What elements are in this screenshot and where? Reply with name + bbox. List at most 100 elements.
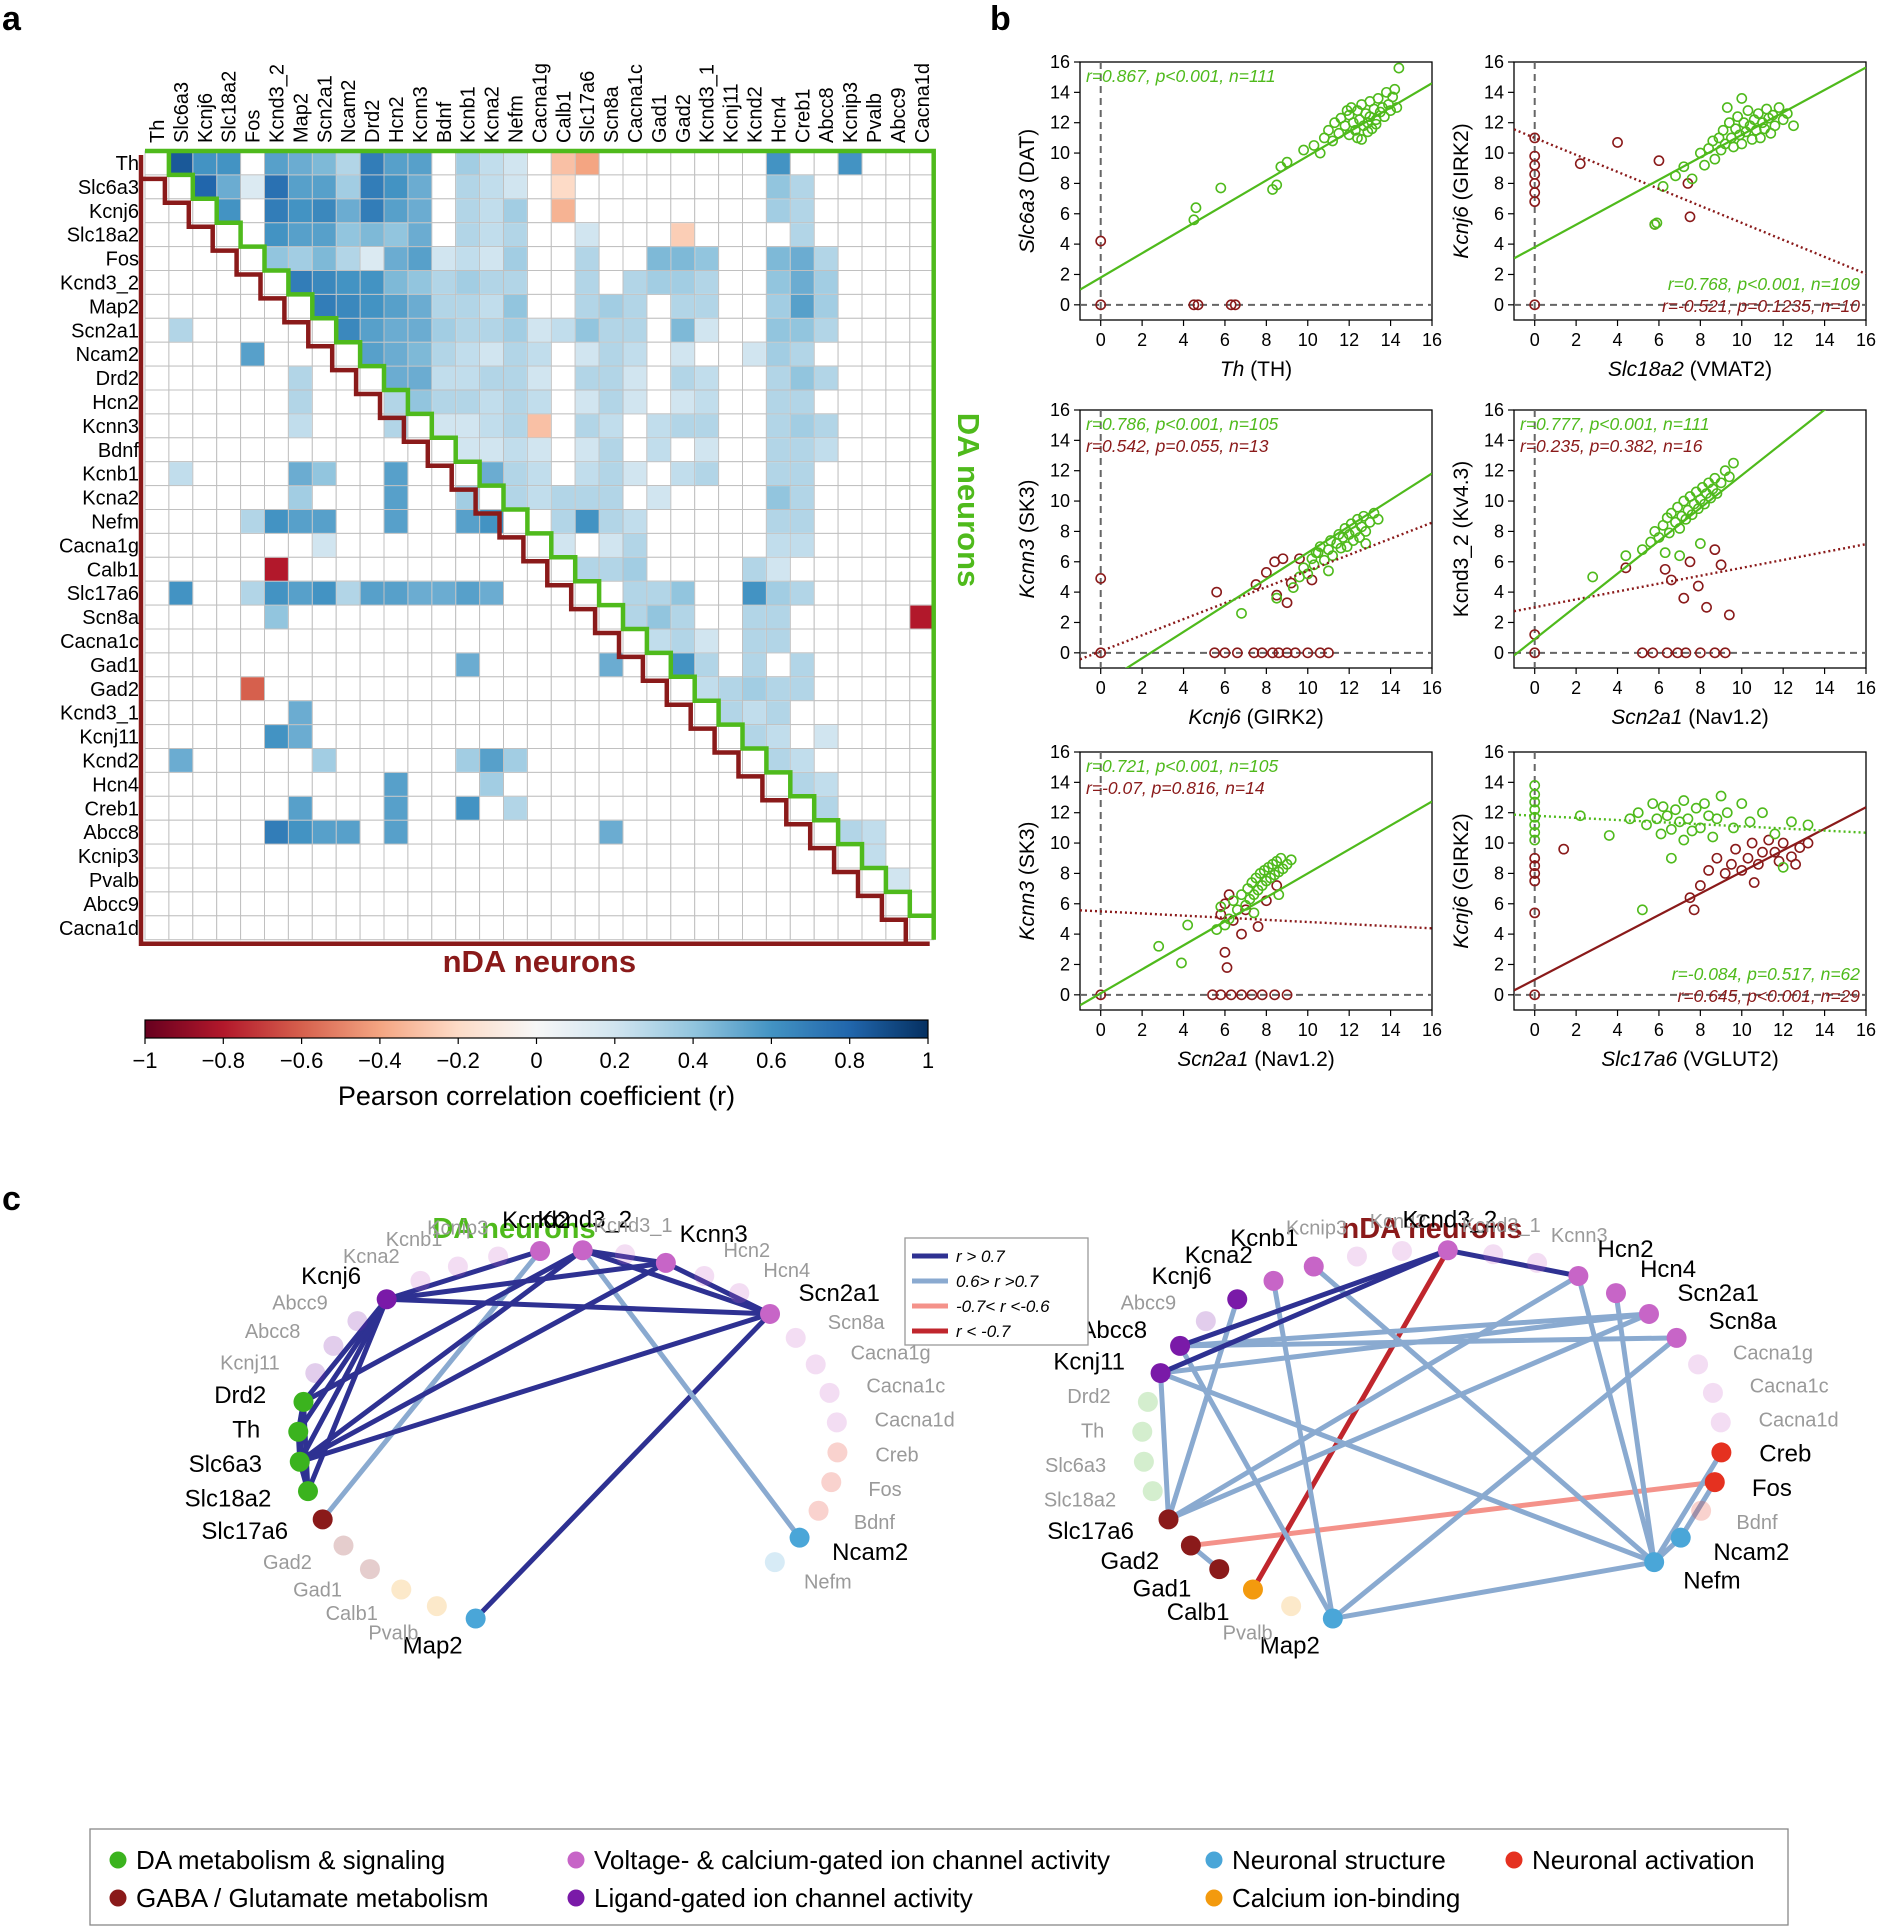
heatmap-row-label: Cacna1g: [59, 535, 139, 557]
nda-node: [1437, 1240, 1458, 1261]
heatmap-cell-da: [766, 271, 790, 294]
x-tick-label: 2: [1571, 678, 1581, 698]
x-tick-label: 12: [1773, 678, 1793, 698]
colorbar-tick-label: −0.4: [358, 1048, 401, 1073]
heatmap-cell-empty: [192, 628, 218, 654]
heatmap-cell-empty: [168, 389, 194, 415]
heatmap-cell-empty: [144, 317, 170, 343]
nda-point: [1236, 928, 1247, 940]
da-edge: [300, 1247, 586, 1405]
heatmap-cell-empty: [861, 317, 887, 343]
heatmap-cell-empty: [646, 317, 672, 343]
heatmap-cell-empty: [359, 556, 385, 582]
heatmap-cell-empty: [526, 843, 552, 869]
heatmap-cell-empty: [455, 724, 481, 749]
da-node-label: Pvalb: [368, 1622, 418, 1644]
heatmap-cell-empty: [574, 198, 600, 224]
heatmap-cell-empty: [813, 676, 839, 702]
heatmap-cell-da: [480, 414, 503, 438]
da-point: [1665, 852, 1677, 864]
heatmap-cell-da: [766, 247, 790, 270]
heatmap-cell-empty: [144, 628, 170, 654]
nda-point: [1192, 299, 1204, 311]
da-point: [1788, 120, 1799, 132]
heatmap-cell-empty: [311, 891, 337, 917]
heatmap-cell-da: [575, 510, 599, 533]
heatmap-cell-empty: [598, 222, 624, 248]
da-point: [1736, 93, 1748, 104]
heatmap-cell-da: [265, 223, 288, 247]
heatmap-cell-empty: [622, 700, 648, 726]
heatmap-cell-empty: [168, 676, 194, 702]
heatmap-cell-empty: [837, 676, 863, 702]
heatmap-cell-empty: [909, 174, 935, 200]
heatmap-cell-nda: [360, 581, 384, 605]
heatmap-cell-da: [743, 605, 766, 629]
nda-node-label: Kcnb1: [1230, 1225, 1298, 1252]
heatmap-cell-empty: [909, 795, 935, 821]
heatmap-cell-da: [575, 390, 599, 414]
heatmap-cell-da: [336, 223, 360, 247]
heatmap-cell-da: [743, 701, 766, 725]
heatmap-cell-da: [766, 486, 790, 509]
heatmap-cell-empty: [909, 819, 935, 845]
nda-triangle-outline: [138, 155, 930, 946]
heatmap-cell-da: [408, 318, 432, 342]
heatmap-cell-da: [480, 462, 503, 486]
nda-node-label: Kcnj6: [1152, 1263, 1212, 1290]
heatmap-cell-empty: [192, 676, 218, 702]
heatmap-cell-da: [766, 462, 790, 486]
heatmap-cell-empty: [359, 795, 385, 821]
nda-point: [1620, 562, 1632, 574]
heatmap-cell-da: [360, 175, 384, 199]
x-axis-label-gene: Kcnj6: [1188, 706, 1241, 729]
x-tick-label: 16: [1422, 678, 1442, 698]
heatmap-cell-empty: [694, 891, 720, 917]
heatmap-cell-empty: [909, 437, 935, 463]
da-point: [1742, 105, 1754, 116]
da-point: [1651, 217, 1663, 229]
y-axis-label-gene: Kcnn3: [1016, 881, 1039, 941]
heatmap-cell-da: [575, 414, 599, 438]
heatmap-cell-nda: [312, 820, 336, 844]
heatmap-cell-empty: [909, 724, 935, 749]
heatmap-cell-empty: [837, 748, 863, 773]
heatmap-cell-empty: [909, 580, 935, 606]
heatmap-cell-empty: [526, 198, 552, 224]
heatmap-cell-empty: [813, 222, 839, 248]
da-point: [1372, 93, 1384, 104]
heatmap-cell-empty: [909, 270, 935, 295]
heatmap-cell-empty: [144, 819, 170, 845]
heatmap-cell-nda: [336, 820, 360, 844]
heatmap-cell-empty: [526, 604, 552, 630]
da-edge: [580, 1247, 669, 1266]
x-axis-label-gene: Th: [1220, 358, 1245, 381]
heatmap-cell-nda: [288, 486, 312, 509]
nda-node-label: Kcnd3_1: [1462, 1215, 1541, 1237]
heatmap-cell-empty: [909, 198, 935, 224]
heatmap-cell-empty: [574, 819, 600, 845]
heatmap-cell-empty: [407, 843, 433, 869]
heatmap-cell-empty: [694, 222, 720, 248]
x-tick-label: 4: [1179, 330, 1189, 350]
heatmap-cell-empty: [192, 556, 218, 582]
heatmap-cell-empty: [813, 174, 839, 200]
heatmap-col-label: Slc18a2: [219, 71, 241, 143]
heatmap-cell-da: [695, 438, 719, 462]
heatmap-cell-empty: [216, 795, 242, 821]
heatmap-cell-empty: [216, 628, 242, 654]
heatmap-cell-empty: [837, 413, 863, 439]
nda-point: [1790, 858, 1801, 870]
heatmap-cell-da: [384, 151, 408, 175]
heatmap-cell-nda: [288, 725, 312, 748]
heatmap-cell-empty: [431, 222, 457, 248]
da-point: [1715, 790, 1727, 802]
heatmap-cell-nda: [265, 557, 288, 581]
heatmap-cell-da: [575, 462, 599, 486]
heatmap-cell-empty: [335, 915, 361, 941]
heatmap-cell-empty: [479, 867, 505, 893]
da-edge: [384, 1248, 543, 1302]
heatmap-cell-da: [408, 151, 432, 175]
heatmap-cell-empty: [574, 174, 600, 200]
